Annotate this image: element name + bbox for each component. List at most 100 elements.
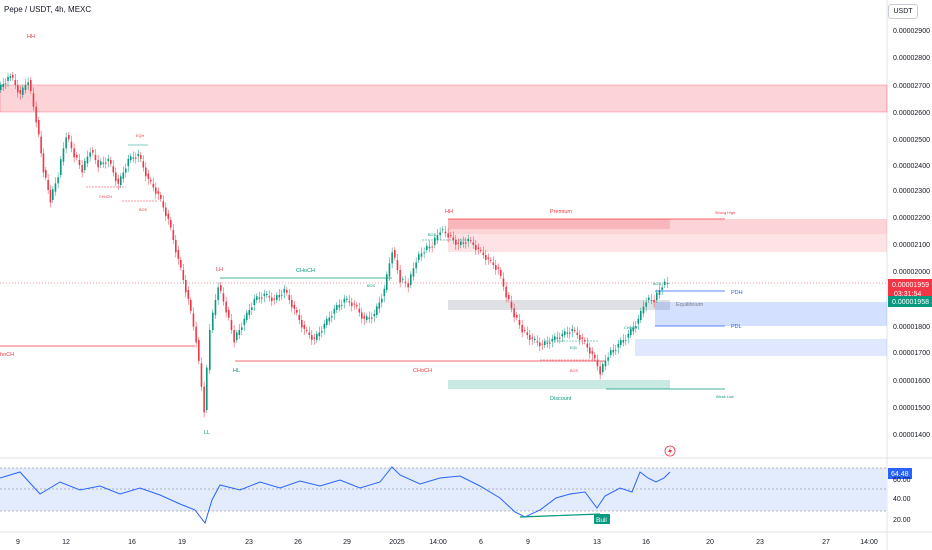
- candle-body: [526, 332, 529, 335]
- candle-body: [326, 318, 328, 325]
- candle-body: [442, 229, 444, 231]
- candle-body: [452, 237, 455, 240]
- candle-body: [190, 300, 192, 311]
- candle-body: [271, 297, 273, 302]
- candle-body: [263, 293, 266, 297]
- candle-body: [288, 295, 291, 300]
- candle-body: [19, 90, 22, 94]
- price-label: 0.00001500: [893, 405, 930, 412]
- rsi-scale-20: 20.00: [893, 517, 911, 524]
- candle-body: [278, 295, 281, 298]
- candle-body: [627, 333, 630, 338]
- candle-body: [316, 333, 318, 340]
- candle-body: [14, 80, 17, 85]
- price-label: 0.00002200: [893, 215, 930, 222]
- candle-body: [574, 330, 576, 331]
- candle-body: [76, 155, 78, 158]
- lightning-glyph: [668, 447, 672, 455]
- candle-body: [157, 191, 160, 194]
- time-axis[interactable]: 9 12 16 19 23 26 29 2025 14:00 6 9 13 16 20 23 27 14:00: [16, 539, 878, 546]
- candle-body: [564, 331, 566, 335]
- label-premium: Premium: [550, 209, 572, 215]
- candle-body: [632, 327, 635, 332]
- candle-body: [256, 296, 258, 300]
- candle-body: [49, 190, 52, 203]
- candle-body: [60, 159, 62, 175]
- candle-body: [145, 167, 147, 177]
- candle-body: [658, 290, 661, 295]
- candle-body: [622, 340, 625, 343]
- candle-body: [576, 332, 579, 335]
- candle-body: [311, 335, 313, 340]
- candle-body: [112, 166, 115, 173]
- candle-body: [650, 300, 653, 301]
- candle-body: [132, 157, 135, 159]
- candle-body: [589, 347, 591, 354]
- candle-body: [7, 76, 9, 81]
- candle-body: [487, 257, 490, 259]
- price-scale[interactable]: 0.00002900 0.00002800 0.00002700 0.00002600…: [893, 28, 930, 439]
- time-label: 9: [526, 539, 530, 546]
- label-ll: LL: [204, 430, 210, 436]
- rsi-value: 64.48: [891, 471, 909, 478]
- candle-body: [610, 350, 612, 355]
- candle-body: [420, 253, 423, 257]
- rsi-scale-40: 40.00: [893, 496, 911, 503]
- rsi-line: [0, 466, 671, 525]
- candle-body: [336, 305, 338, 310]
- candle-body: [22, 87, 24, 95]
- candle-body: [444, 231, 447, 234]
- candle-body: [485, 255, 487, 260]
- candle-body: [591, 351, 594, 354]
- equilibrium-band: [448, 300, 670, 310]
- label-small-choch: CHoCH: [99, 195, 112, 199]
- candle-body: [492, 262, 495, 265]
- candle-body: [217, 287, 219, 300]
- candle-body: [155, 187, 157, 194]
- candle-body: [620, 340, 622, 345]
- candle-body: [308, 332, 311, 335]
- candle-body: [477, 247, 480, 249]
- candle-body: [467, 238, 470, 242]
- candle-body: [348, 301, 351, 303]
- candle-body: [579, 335, 581, 340]
- candle-body: [648, 297, 650, 300]
- candle-body: [130, 156, 132, 160]
- candle-body: [283, 288, 286, 293]
- time-label: 27: [822, 539, 830, 546]
- candle-body: [32, 93, 35, 107]
- candle-body: [363, 316, 366, 319]
- candle-body: [412, 268, 415, 277]
- label-bos-right: BOS: [653, 282, 661, 286]
- candle-body: [428, 246, 431, 249]
- candle-body: [206, 367, 208, 410]
- candle-body: [180, 260, 182, 268]
- candle-body: [212, 312, 214, 330]
- candle-body: [313, 337, 316, 339]
- time-label: 14:00: [860, 539, 878, 546]
- price-label: 0.00001600: [893, 378, 930, 385]
- candle-body: [434, 237, 436, 245]
- candle-body: [455, 240, 457, 245]
- currency-button[interactable]: USDT: [888, 4, 918, 19]
- label-pdh: PDH: [731, 290, 743, 296]
- candle-body: [653, 300, 655, 303]
- candle-body: [306, 330, 308, 331]
- candle-body: [556, 337, 559, 339]
- label-eqh: EQH: [136, 134, 144, 138]
- candle-body: [343, 298, 346, 303]
- time-label: 12: [62, 539, 70, 546]
- candle-body: [521, 325, 523, 333]
- candle-body: [502, 278, 505, 287]
- candle-body: [667, 283, 669, 284]
- candle-body: [185, 280, 187, 293]
- candle-body: [243, 318, 246, 325]
- candle-body: [571, 328, 574, 332]
- candle-body: [110, 160, 112, 164]
- price-label: 0.00002500: [893, 137, 930, 144]
- candle-body: [147, 173, 150, 179]
- price-candles: [0, 72, 669, 418]
- candle-body: [612, 350, 615, 353]
- second-price: 0.00001958: [892, 299, 929, 306]
